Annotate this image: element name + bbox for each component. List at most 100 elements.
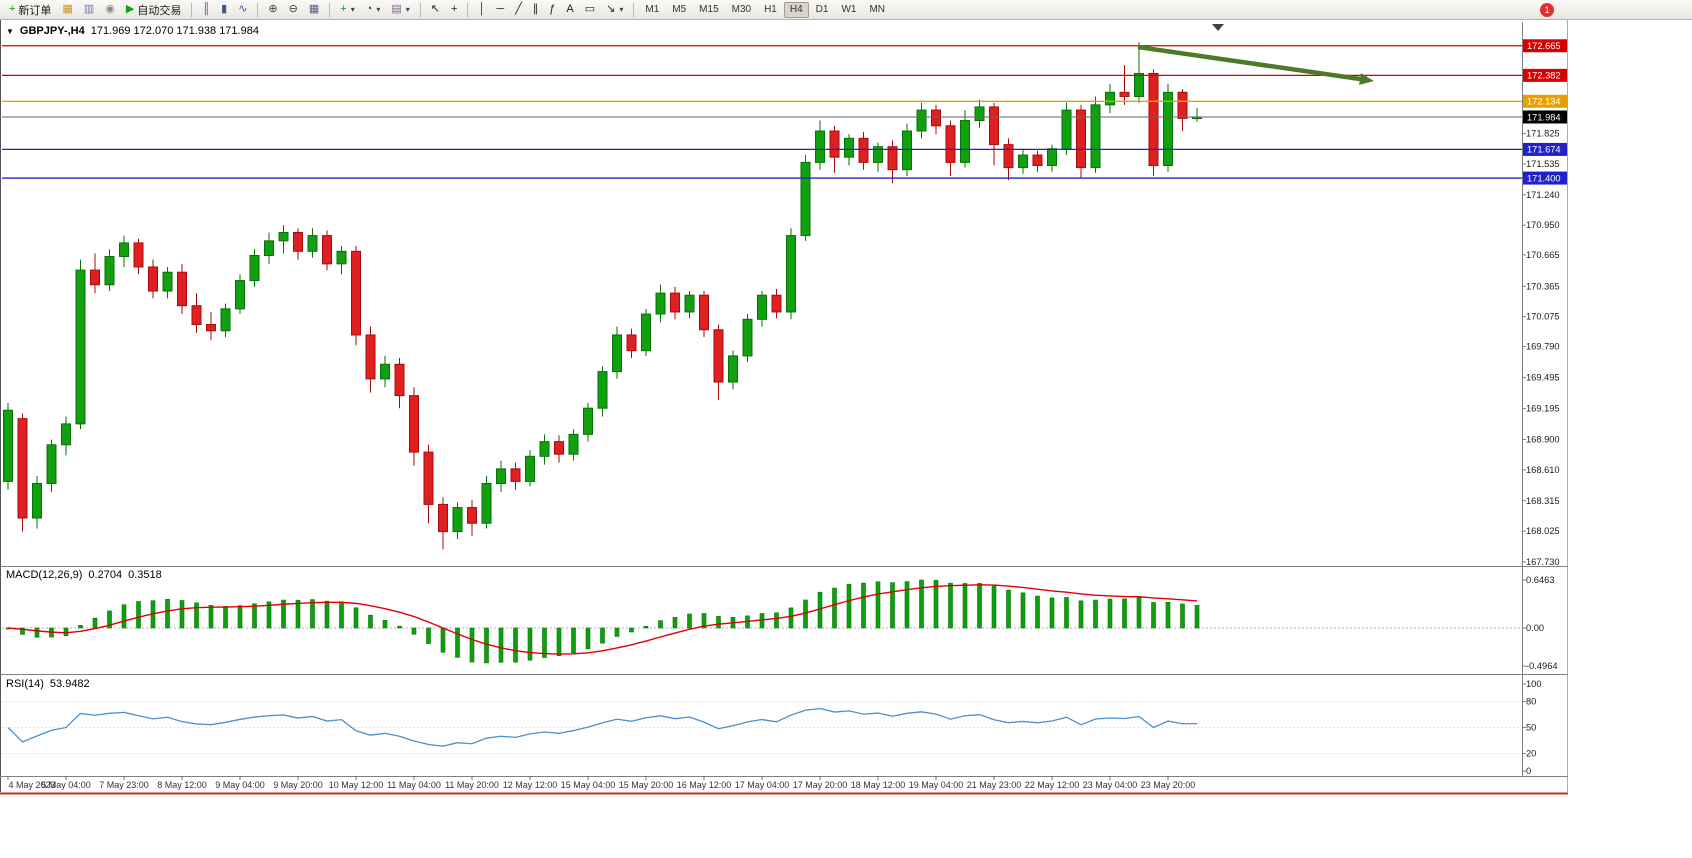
candle-body	[539, 441, 550, 457]
timeframe-m1-button[interactable]: M1	[645, 4, 660, 15]
timeframe-m15-button[interactable]: M15	[699, 4, 719, 15]
candle-body	[249, 254, 260, 282]
toolbar-separator	[257, 2, 259, 17]
candle-body	[887, 146, 898, 171]
horizontal-line-button[interactable]: ─	[491, 1, 509, 19]
candle-body	[206, 324, 216, 332]
candle-body	[17, 418, 28, 519]
timeframe-h4-button[interactable]: H4	[783, 1, 809, 18]
navigator-button[interactable]: ◉	[100, 1, 120, 19]
candle-body	[525, 455, 535, 482]
bar-chart-button[interactable]: ║	[197, 1, 215, 19]
crosshair-button[interactable]: +	[446, 1, 462, 19]
symbol-ohlc-header: ▼ GBPJPY-,H4 171.969 172.070 171.938 171…	[6, 25, 259, 37]
collapse-icon[interactable]: ▼	[6, 26, 14, 36]
text-button[interactable]: A	[561, 1, 578, 19]
svg-text:11 May 20:00: 11 May 20:00	[445, 780, 499, 790]
svg-text:22 May 12:00: 22 May 12:00	[1025, 780, 1080, 790]
candle-body	[1177, 91, 1188, 119]
indicators-button[interactable]: + ▾	[335, 1, 359, 19]
svg-text:10 May 12:00: 10 May 12:00	[329, 780, 384, 790]
svg-text:171.674: 171.674	[1527, 145, 1561, 155]
arrows-button[interactable]: ↘ ▾	[601, 1, 628, 19]
candle-body	[133, 242, 144, 268]
rsi-label: RSI(14)	[6, 678, 44, 690]
candle-body	[32, 483, 42, 519]
price-badge-171.984	[1523, 110, 1567, 124]
candle-body	[670, 292, 680, 313]
bar-chart-icon: ║	[202, 3, 211, 15]
candlestick-chart-button[interactable]: ▮	[216, 1, 232, 19]
candle-body	[3, 409, 13, 482]
trend-arrow[interactable]	[1137, 44, 1374, 85]
chart-shift-marker-icon[interactable]	[1212, 24, 1224, 31]
price-badge-171.400	[1523, 171, 1567, 185]
market-watch-button[interactable]: ▦	[57, 1, 77, 19]
trendline-icon: ╱	[515, 3, 522, 15]
svg-text:170.075: 170.075	[1526, 312, 1560, 322]
text-label-button[interactable]: ▭	[580, 1, 600, 19]
timeframe-m5-button[interactable]: M5	[672, 4, 687, 15]
candle-body	[394, 363, 405, 397]
svg-text:168.610: 168.610	[1526, 465, 1560, 475]
candle-body	[902, 130, 912, 171]
autotrading-button[interactable]: ▶ 自动交易	[121, 1, 186, 19]
candle-body	[46, 444, 57, 485]
new-order-button[interactable]: + 新订单	[4, 1, 56, 19]
autotrading-button-label: 自动交易	[137, 4, 182, 17]
periods-icon: ◔	[365, 3, 373, 15]
candle-body	[989, 106, 999, 146]
candle-body	[800, 161, 811, 237]
rsi-header: RSI(14) 53.9482	[6, 678, 90, 690]
candle-body	[1018, 154, 1028, 169]
svg-text:171.984: 171.984	[1527, 112, 1561, 122]
price-axis: 171.825 171.535 171.240 170.950 170.665 170.3…	[1522, 39, 1567, 567]
candle-body	[786, 235, 796, 313]
timeframe-w1-button[interactable]: W1	[841, 4, 857, 15]
line-chart-button[interactable]: ∿	[233, 1, 252, 19]
candle-body	[293, 231, 303, 252]
equidistant-channel-button[interactable]: ∥	[528, 1, 544, 19]
timeframe-m30-button[interactable]: M30	[731, 4, 752, 15]
tile-windows-button[interactable]: ▦	[304, 1, 324, 19]
line-chart-icon: ∿	[238, 3, 248, 15]
candle-body	[713, 329, 724, 383]
notification-badge[interactable]: 1	[1540, 3, 1554, 17]
timeframe-h1-button[interactable]: H1	[764, 4, 777, 15]
svg-text:167.730: 167.730	[1526, 557, 1560, 567]
toolbar-separator	[329, 2, 331, 17]
svg-text:171.825: 171.825	[1526, 129, 1560, 139]
candle-body	[728, 355, 738, 383]
candle-body	[699, 294, 709, 331]
toolbar-separator	[467, 2, 469, 17]
price-badge-172.665	[1523, 39, 1567, 53]
data-window-icon: ▥	[83, 3, 95, 15]
periods-button[interactable]: ◔ ▾	[361, 1, 386, 19]
candle-body	[1061, 109, 1072, 150]
svg-text:23 May 04:00: 23 May 04:00	[1083, 780, 1138, 790]
svg-text:0.00: 0.00	[1526, 623, 1544, 633]
indicators-icon: +	[340, 3, 347, 15]
candle-body	[162, 271, 173, 292]
zoom-in-button[interactable]: ⊕	[263, 1, 282, 19]
fibonacci-button[interactable]: ƒ	[544, 1, 560, 19]
zoom-out-button[interactable]: ⊖	[284, 1, 303, 19]
templates-button[interactable]: ▤ ▾	[386, 1, 414, 19]
trendline-button[interactable]: ╱	[510, 1, 527, 19]
svg-text:172.134: 172.134	[1527, 97, 1561, 107]
data-window-button[interactable]: ▥	[79, 1, 99, 19]
equidistant-channel-icon: ∥	[532, 3, 539, 15]
vertical-line-button[interactable]: │	[473, 1, 490, 19]
candle-body	[235, 280, 245, 310]
macd-header: MACD(12,26,9) 0.2704 0.3518	[6, 569, 162, 581]
timeframe-mn-button[interactable]: MN	[869, 4, 886, 15]
svg-text:169.495: 169.495	[1526, 372, 1560, 382]
horizontal-line-icon: ─	[496, 3, 505, 15]
arrows-icon: ↘	[606, 3, 616, 15]
cursor-button[interactable]: ↖	[426, 1, 445, 19]
candle-body	[771, 294, 782, 313]
timeframe-d1-button[interactable]: D1	[815, 4, 829, 15]
candle-body	[873, 146, 883, 163]
candle-body	[278, 231, 289, 242]
